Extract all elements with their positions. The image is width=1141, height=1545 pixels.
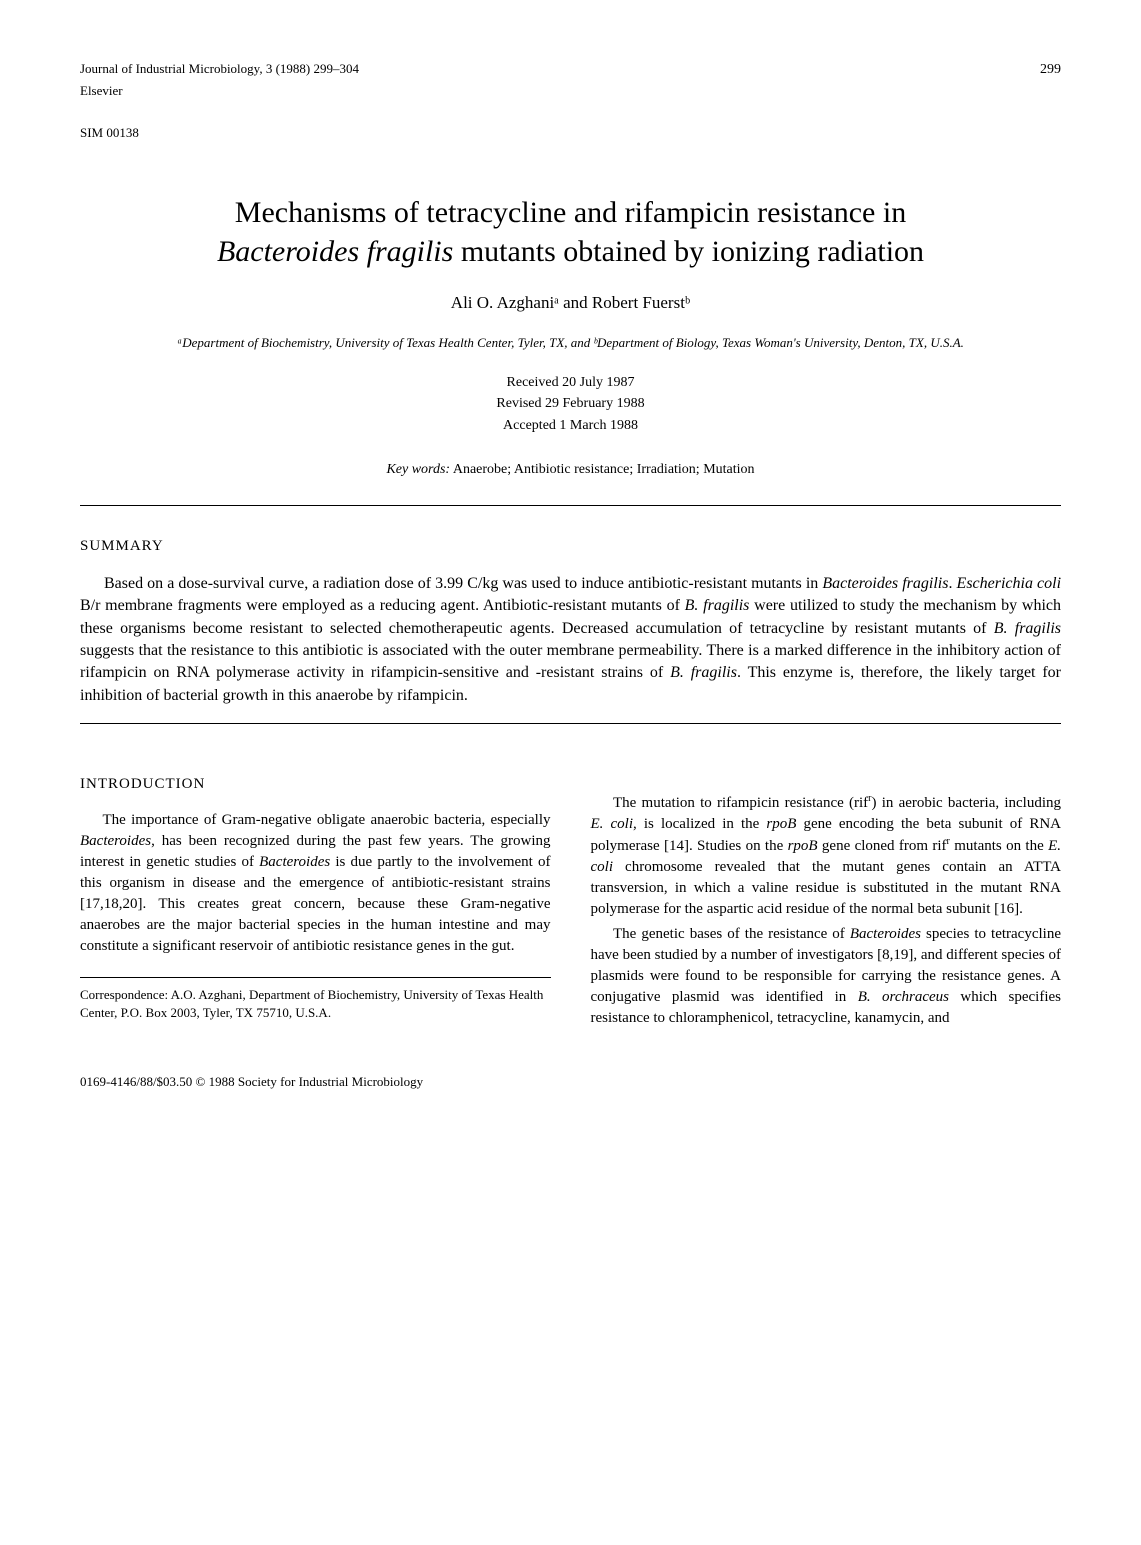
keywords-text: Anaerobe; Antibiotic resistance; Irradia…: [450, 462, 754, 477]
date-accepted: Accepted 1 March 1988: [80, 416, 1061, 436]
intro-paragraph-2: The mutation to rifampicin resistance (r…: [591, 792, 1062, 920]
divider: [80, 505, 1061, 506]
date-received: Received 20 July 1987: [80, 373, 1061, 393]
intro-paragraph-3: The genetic bases of the resistance of B…: [591, 924, 1062, 1029]
date-revised: Revised 29 February 1988: [80, 394, 1061, 414]
intro-paragraph-1: The importance of Gram-negative obligate…: [80, 810, 551, 957]
divider: [80, 723, 1061, 724]
page-number: 299: [1040, 60, 1061, 80]
title-line-1: Mechanisms of tetracycline and rifampici…: [235, 196, 906, 229]
authors: Ali O. Azghaniᵃ and Robert Fuerstᵇ: [80, 291, 1061, 315]
title-line-2-rest: mutants obtained by ionizing radiation: [453, 235, 924, 268]
journal-citation: Journal of Industrial Microbiology, 3 (1…: [80, 60, 1061, 78]
copyright-footer: 0169-4146/88/$03.50 © 1988 Society for I…: [80, 1073, 1061, 1091]
article-title: Mechanisms of tetracycline and rifampici…: [80, 193, 1061, 271]
keywords-label: Key words:: [386, 462, 450, 477]
summary-heading: SUMMARY: [80, 536, 1061, 557]
keywords: Key words: Anaerobe; Antibiotic resistan…: [80, 460, 1061, 480]
correspondence: Correspondence: A.O. Azghani, Department…: [80, 977, 551, 1022]
two-column-layout: INTRODUCTION The importance of Gram-nega…: [80, 744, 1061, 1033]
publisher: Elsevier: [80, 82, 1061, 100]
introduction-heading: INTRODUCTION: [80, 774, 551, 795]
affiliation: ᵃDepartment of Biochemistry, University …: [80, 334, 1061, 352]
title-species-italic: Bacteroides fragilis: [217, 235, 453, 268]
article-code: SIM 00138: [80, 124, 1061, 142]
summary-paragraph: Based on a dose-survival curve, a radiat…: [80, 573, 1061, 707]
right-column: The mutation to rifampicin resistance (r…: [591, 744, 1062, 1033]
left-column: INTRODUCTION The importance of Gram-nega…: [80, 744, 551, 1033]
